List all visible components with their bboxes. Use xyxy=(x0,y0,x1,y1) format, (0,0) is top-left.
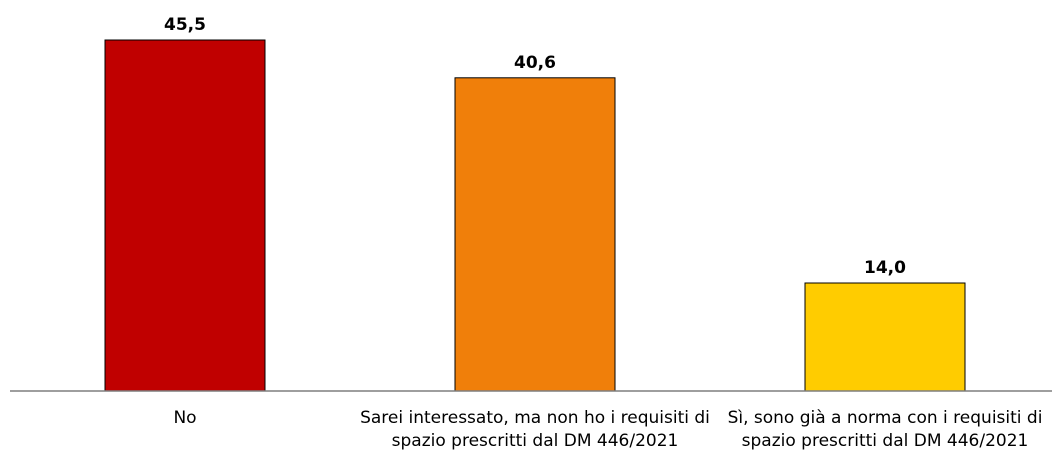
bar xyxy=(454,77,616,392)
x-tick-label: No xyxy=(173,408,197,428)
x-tick-label: Sarei interessato, ma non ho i requisiti… xyxy=(360,408,710,451)
bar xyxy=(804,282,966,392)
x-tick-label: Sì, sono già a norma con i requisiti di … xyxy=(727,408,1043,451)
value-label: 14,0 xyxy=(864,258,906,278)
value-label: 45,5 xyxy=(164,15,206,35)
value-label: 40,6 xyxy=(514,53,556,73)
bar xyxy=(104,39,266,392)
